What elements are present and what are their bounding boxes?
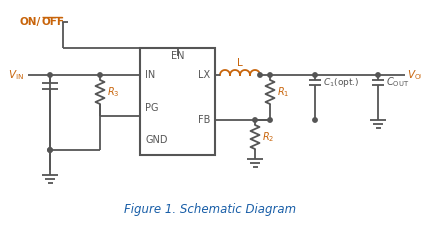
Text: $R_\mathregular{3}$: $R_\mathregular{3}$ bbox=[107, 85, 120, 99]
Text: L: L bbox=[237, 58, 243, 68]
Circle shape bbox=[48, 148, 52, 152]
Circle shape bbox=[376, 73, 380, 77]
Circle shape bbox=[268, 73, 272, 77]
Text: $C_\mathregular{OUT}$: $C_\mathregular{OUT}$ bbox=[386, 76, 409, 89]
Text: $R_\mathregular{2}$: $R_\mathregular{2}$ bbox=[262, 130, 274, 144]
Text: IN: IN bbox=[145, 70, 155, 80]
Bar bbox=[140, 48, 215, 155]
Circle shape bbox=[253, 118, 257, 122]
Text: EN: EN bbox=[171, 51, 185, 61]
Text: OFF: OFF bbox=[42, 17, 65, 27]
Text: PG: PG bbox=[145, 103, 158, 113]
Text: Figure 1. Schematic Diagram: Figure 1. Schematic Diagram bbox=[124, 204, 296, 216]
Circle shape bbox=[268, 118, 272, 122]
Circle shape bbox=[313, 73, 317, 77]
Text: $V_\mathregular{IN}$: $V_\mathregular{IN}$ bbox=[8, 68, 24, 82]
Text: FB: FB bbox=[197, 115, 210, 125]
Text: LX: LX bbox=[198, 70, 210, 80]
Text: $C_\mathregular{1}$(opt.): $C_\mathregular{1}$(opt.) bbox=[323, 76, 360, 89]
Circle shape bbox=[48, 148, 52, 152]
Text: $V_\mathregular{OUT}$: $V_\mathregular{OUT}$ bbox=[407, 68, 421, 82]
Circle shape bbox=[258, 73, 262, 77]
Circle shape bbox=[98, 73, 102, 77]
Text: GND: GND bbox=[145, 135, 168, 145]
Circle shape bbox=[313, 118, 317, 122]
Text: $R_\mathregular{1}$: $R_\mathregular{1}$ bbox=[277, 85, 289, 99]
Text: ON/: ON/ bbox=[20, 17, 41, 27]
Circle shape bbox=[48, 73, 52, 77]
